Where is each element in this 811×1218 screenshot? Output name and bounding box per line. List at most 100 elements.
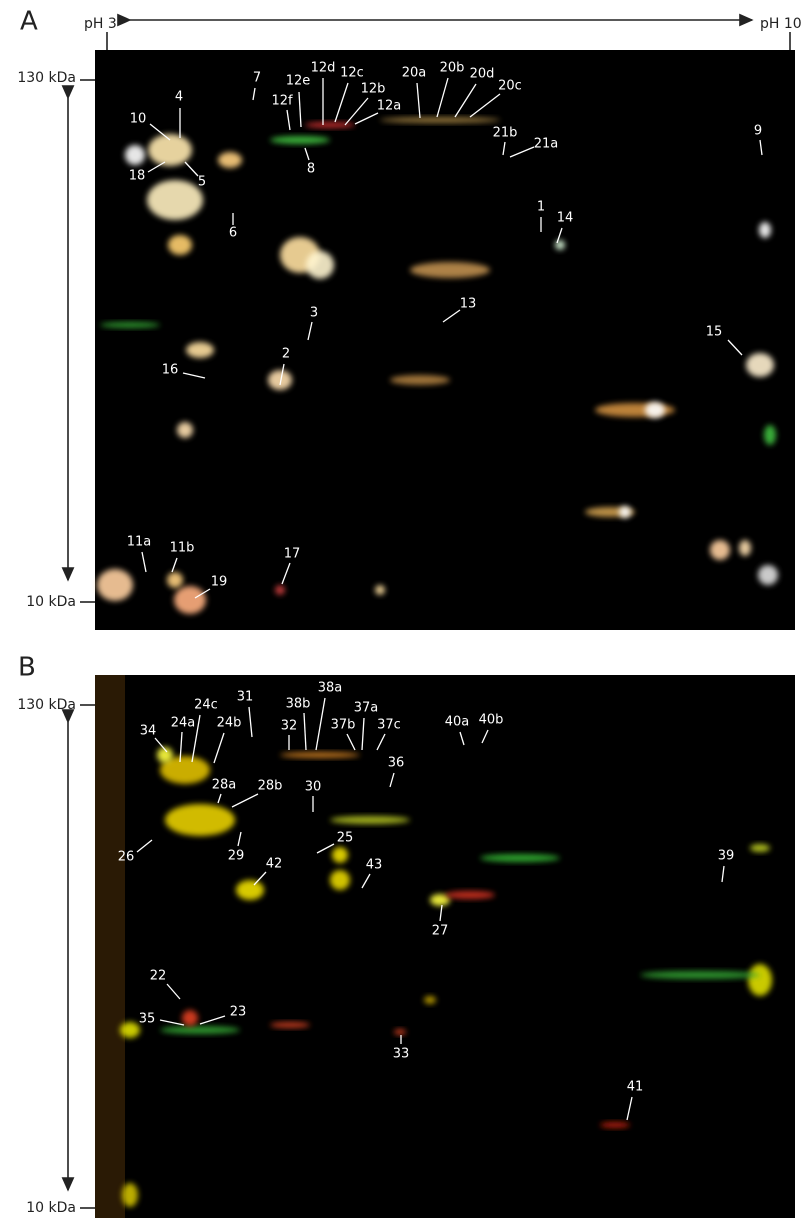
spot-label: 30 (305, 780, 322, 795)
spot-label: 37b (331, 718, 356, 733)
protein-spot (330, 816, 410, 824)
spot-label: 37a (354, 701, 379, 716)
spot-label: 16 (162, 363, 179, 378)
spot-label: 25 (337, 831, 354, 846)
gel-image-a (95, 50, 795, 630)
protein-spot (480, 854, 560, 862)
spot-label: 10 (130, 112, 147, 127)
gel-image-b (95, 675, 795, 1218)
spot-label: 40a (445, 715, 470, 730)
protein-spot (750, 844, 770, 852)
protein-spot (640, 971, 760, 979)
protein-spot (710, 540, 730, 560)
protein-spot (182, 1010, 198, 1026)
spot-label: 2 (282, 347, 290, 362)
protein-spot (147, 180, 203, 220)
protein-spot (380, 117, 500, 123)
ph-left: pH 3 (84, 16, 117, 32)
spot-label: 6 (229, 226, 237, 241)
protein-spot (160, 1026, 240, 1034)
spot-label: 20d (470, 67, 495, 82)
protein-spot (445, 891, 495, 899)
spot-label: 15 (706, 325, 723, 340)
page: {"panels": [ {"label": "A", "ph_left": "… (0, 0, 811, 1218)
protein-spot (306, 251, 334, 279)
spot-label: 20a (402, 66, 427, 81)
spot-label: 24c (194, 698, 218, 713)
spot-label: 33 (393, 1047, 410, 1062)
spot-label: 38b (286, 697, 311, 712)
spot-label: 13 (460, 297, 477, 312)
spot-label: 20b (440, 61, 465, 76)
mw-top: 130 kDa (17, 70, 76, 86)
spot-label: 42 (266, 857, 283, 872)
spot-label: 36 (388, 756, 405, 771)
protein-spot (645, 402, 665, 418)
spot-label: 12d (311, 61, 336, 76)
spot-label: 28b (258, 779, 283, 794)
protein-spot (332, 847, 348, 863)
protein-spot (280, 752, 360, 758)
spot-label: 38a (318, 681, 343, 696)
protein-spot (167, 572, 183, 588)
protein-spot (390, 375, 450, 385)
protein-spot (236, 880, 264, 900)
protein-spot (758, 565, 778, 585)
spot-label: 8 (307, 162, 315, 177)
panel-label: B (18, 653, 36, 683)
spot-label: 11b (170, 541, 195, 556)
spot-label: 12e (286, 74, 311, 89)
protein-spot (100, 322, 160, 328)
protein-spot (186, 342, 214, 358)
protein-spot (120, 1022, 140, 1038)
spot-label: 31 (237, 690, 254, 705)
protein-spot (177, 422, 193, 438)
spot-label: 41 (627, 1080, 644, 1095)
spot-label: 43 (366, 858, 383, 873)
spot-label: 37c (377, 718, 401, 733)
protein-spot (218, 152, 242, 168)
mw-bottom: 10 kDa (26, 594, 76, 610)
spot-label: 11a (127, 535, 152, 550)
spot-label: 34 (140, 724, 157, 739)
spot-label: 26 (118, 850, 135, 865)
spot-label: 18 (129, 169, 146, 184)
protein-spot (330, 870, 350, 890)
protein-spot (746, 353, 774, 377)
spot-label: 1 (537, 200, 545, 215)
mw-bottom: 10 kDa (26, 1200, 76, 1216)
spot-label: 12b (361, 82, 386, 97)
spot-label: 9 (754, 124, 762, 139)
spot-label: 14 (557, 211, 574, 226)
spot-label: 12f (271, 94, 293, 109)
protein-spot (394, 1029, 406, 1035)
protein-spot (268, 370, 292, 390)
spot-label: 4 (175, 90, 183, 105)
spot-label: 12a (377, 99, 402, 114)
spot-label: 19 (211, 575, 228, 590)
protein-spot (410, 262, 490, 278)
protein-spot (165, 804, 235, 836)
protein-spot (148, 134, 192, 166)
protein-spot (619, 506, 631, 518)
spot-label: 32 (281, 719, 298, 734)
protein-spot (125, 145, 145, 165)
protein-spot (375, 585, 385, 595)
gel-edge (95, 675, 125, 1218)
protein-spot (174, 586, 206, 614)
spot-label: 29 (228, 849, 245, 864)
protein-spot (275, 585, 285, 595)
spot-label: 27 (432, 924, 449, 939)
protein-spot (168, 235, 192, 255)
panel-label: A (20, 7, 38, 37)
protein-spot (555, 240, 565, 250)
mw-top: 130 kDa (17, 697, 76, 713)
protein-spot (600, 1122, 630, 1128)
spot-label: 21a (534, 137, 559, 152)
spot-label: 39 (718, 849, 735, 864)
spot-label: 7 (253, 71, 261, 86)
spot-label: 24a (171, 716, 196, 731)
figure: A pH 3 pH 10 130 kDa 10 kDa B 130 kDa 10… (0, 0, 811, 1218)
spot-label: 21b (493, 126, 518, 141)
spot-label: 24b (217, 716, 242, 731)
